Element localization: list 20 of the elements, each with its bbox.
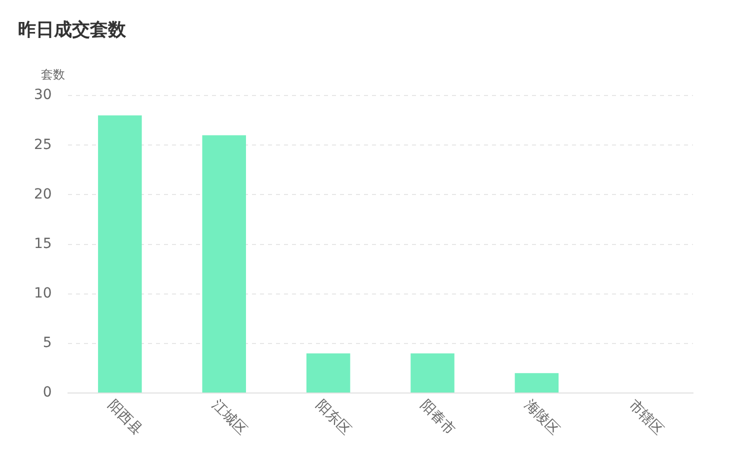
y-tick-label: 25 — [34, 136, 52, 153]
y-tick-label: 30 — [34, 87, 52, 104]
chart-title: 昨日成交套数 — [18, 19, 127, 40]
bar — [98, 115, 142, 392]
y-axis-title: 套数 — [40, 68, 65, 82]
y-tick-label: 15 — [34, 236, 52, 252]
x-tick-label: 阳西县 — [104, 397, 146, 438]
x-tick-label: 阳春市 — [417, 397, 458, 438]
bar — [306, 353, 350, 392]
x-tick-label: 江城区 — [208, 397, 250, 438]
x-tick-label: 市辖区 — [626, 397, 667, 438]
y-tick-label: 5 — [42, 335, 52, 352]
bar — [514, 373, 559, 392]
x-tick-label: 阳东区 — [312, 397, 354, 438]
y-tick-label: 0 — [42, 384, 52, 401]
y-tick-label: 20 — [34, 186, 52, 202]
bar — [410, 353, 454, 392]
x-tick-label: 海陵区 — [521, 397, 562, 438]
y-tick-label: 10 — [34, 286, 52, 302]
bar — [202, 135, 246, 392]
